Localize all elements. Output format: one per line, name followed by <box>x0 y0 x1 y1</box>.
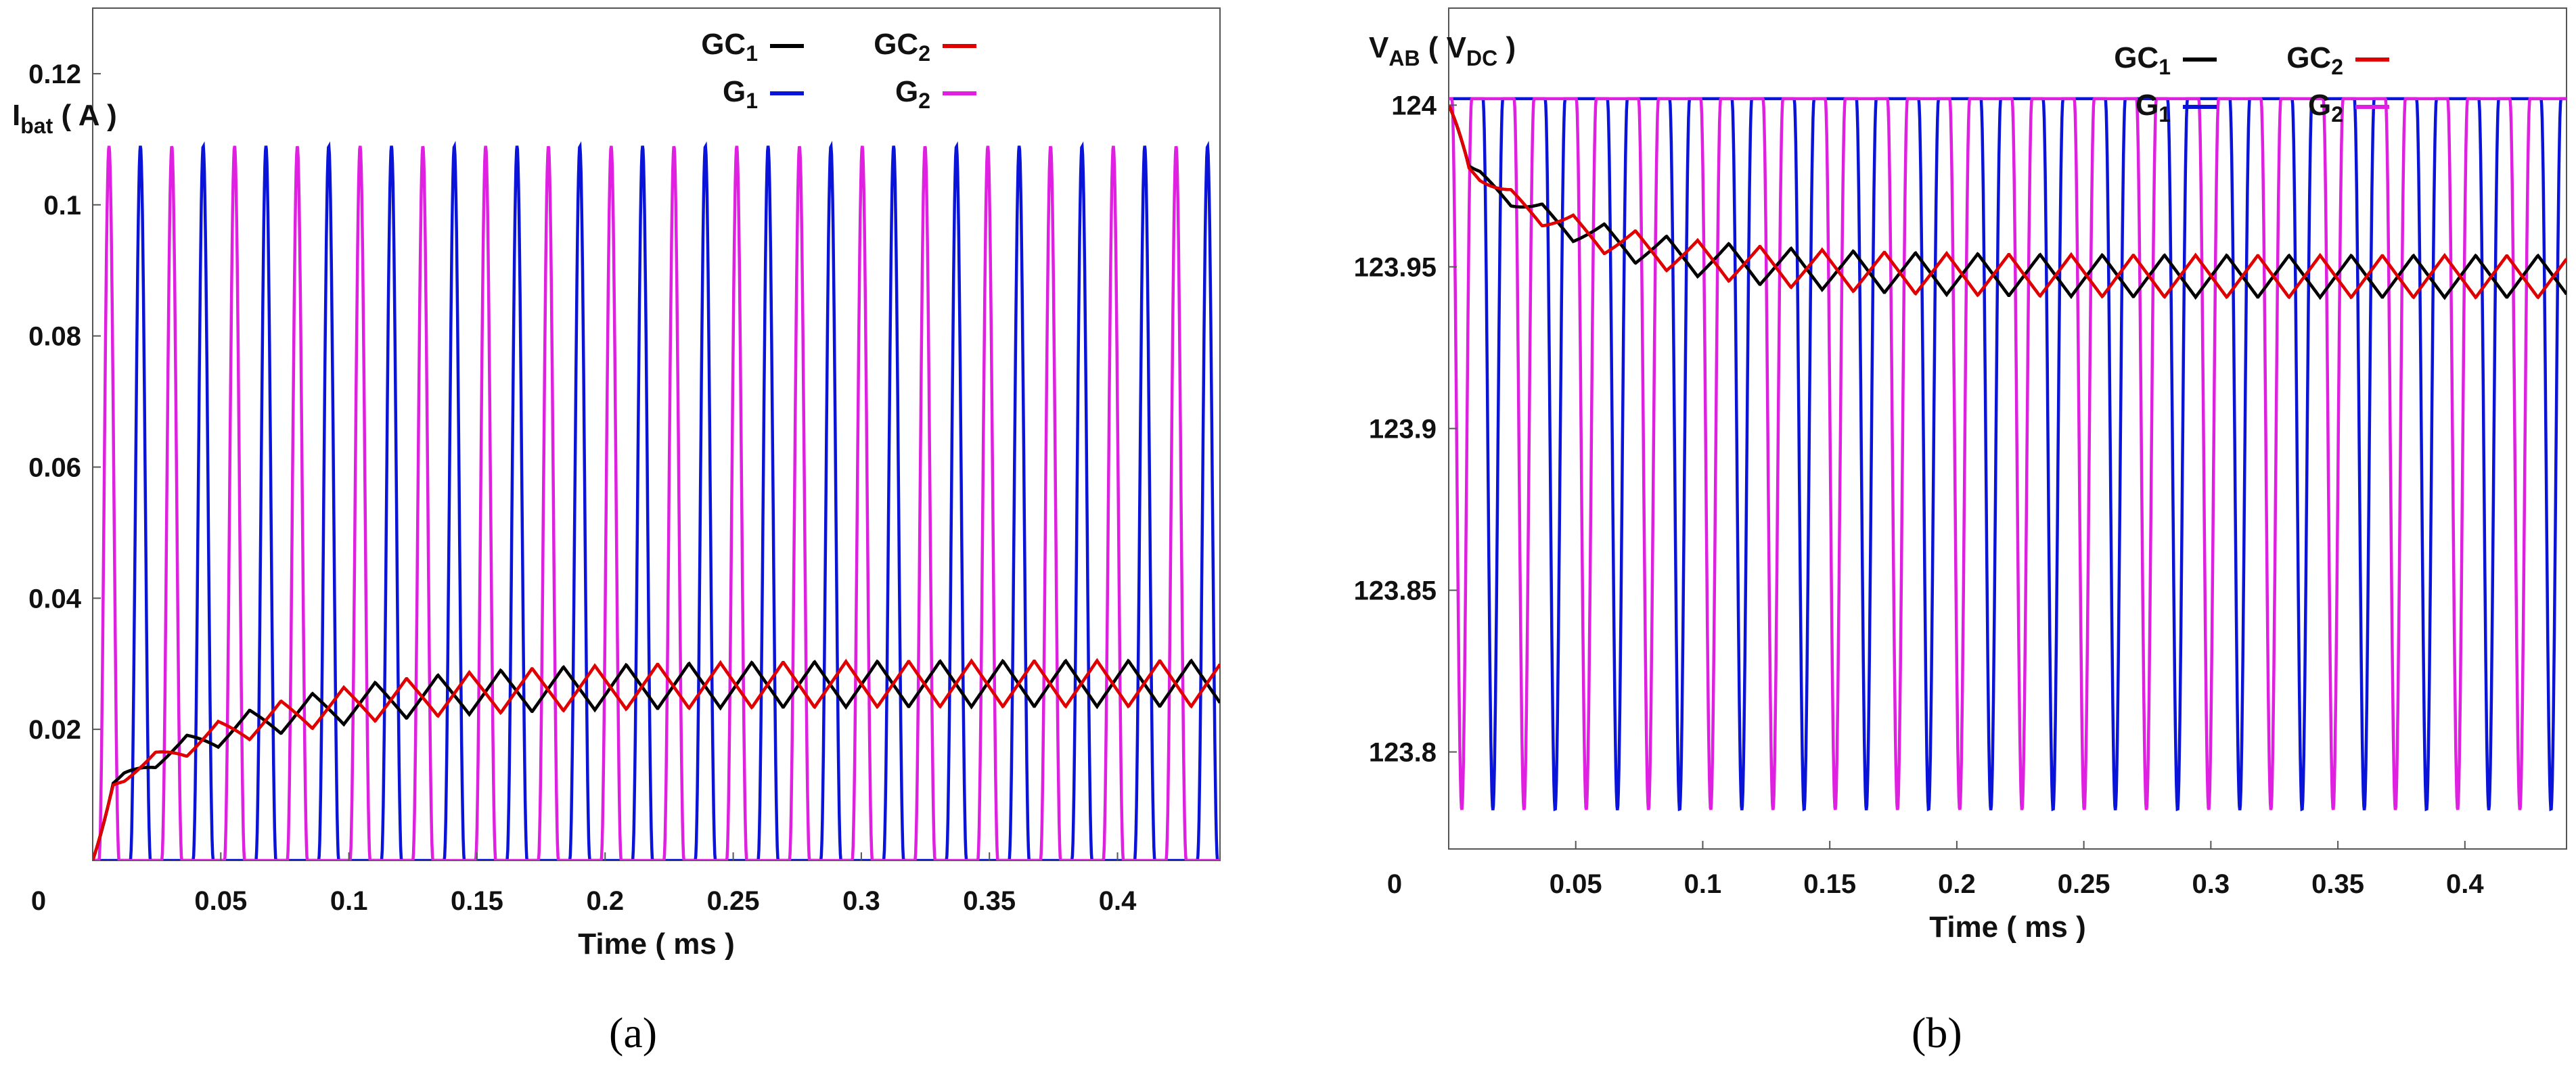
series-line-gc1 <box>93 658 1220 860</box>
x-tick-label: 0.35 <box>2311 869 2364 899</box>
y-tick-label: 123.85 <box>1354 576 1437 606</box>
legend-entry-gc2: GC2 <box>2286 41 2389 79</box>
x-axis-label: Time ( ms ) <box>578 927 734 961</box>
svg-text:GC2: GC2 <box>2286 41 2343 79</box>
x-tick-label: 0.35 <box>963 886 1016 916</box>
y-axis-label: VAB ( VDC ) <box>1369 31 1516 70</box>
series-line-top-gc2 <box>93 658 1220 860</box>
legend-entry-gc1: GC1 <box>2114 41 2217 79</box>
svg-text:G2: G2 <box>2308 89 2343 127</box>
x-tick-label: 0.3 <box>2192 869 2230 899</box>
svg-text:GC1: GC1 <box>701 28 758 66</box>
x-tick-label: 0.25 <box>2058 869 2110 899</box>
y-tick-label: 0.02 <box>28 715 81 745</box>
x-tick-label: 0.05 <box>1550 869 1602 899</box>
series-line-top-gc1 <box>93 658 1220 860</box>
chart-a-svg: 0 0.05 0.1 0.15 0.2 0.25 0.3 0.35 0.4 0.02 0.04 0.0… <box>12 7 1221 961</box>
legend-entry-gc1: GC1 <box>701 28 804 66</box>
series-line-g1 <box>93 141 1220 860</box>
y-tick-label: 0.04 <box>28 584 82 614</box>
x-tick-label: 0.2 <box>586 886 624 916</box>
series-group <box>93 141 1220 860</box>
x-tick-label: 0.15 <box>451 886 503 916</box>
x-axis-label: Time ( ms ) <box>1929 911 2085 944</box>
y-tick-label: 0.1 <box>43 191 81 221</box>
legend-entry-g2: G2 <box>2308 89 2389 127</box>
x-tick-label: 0.25 <box>707 886 760 916</box>
x-tick-label: 0.4 <box>1099 886 1137 916</box>
x-tick-label: 0 <box>31 886 46 916</box>
y-axis-label: Ibat ( A ) <box>12 99 117 138</box>
x-tick-label: 0.4 <box>2446 869 2484 899</box>
y-tick-label: 123.8 <box>1369 738 1437 768</box>
svg-text:GC2: GC2 <box>874 28 930 66</box>
chart-panel-a: 0 0.05 0.1 0.15 0.2 0.25 0.3 0.35 0.4 0.02 0.04 0.0… <box>12 7 1221 1057</box>
y-tick-label: 124 <box>1391 91 1437 120</box>
x-tick-label: 0.3 <box>842 886 880 916</box>
x-tick-label: 0.1 <box>1684 869 1722 899</box>
y-tick-label: 123.9 <box>1369 415 1437 444</box>
x-tick-label: 0.15 <box>1803 869 1856 899</box>
x-tick-label: 0.1 <box>330 886 368 916</box>
chart-b-svg: 0 0.05 0.1 0.15 0.2 0.25 0.3 0.35 0.4 123.8 123.85… <box>1354 7 2567 944</box>
legend-entry-g1: G1 <box>2136 89 2217 127</box>
y-tick-label: 0.06 <box>28 453 81 482</box>
svg-text:G1: G1 <box>723 75 758 113</box>
x-tick-label: 0.05 <box>194 886 247 916</box>
legend-entry-g2: G2 <box>895 75 976 113</box>
svg-text:G1: G1 <box>2136 89 2171 127</box>
legend-entry-gc2: GC2 <box>874 28 976 66</box>
series-line-gc2 <box>93 658 1220 860</box>
series-group <box>1449 97 2567 812</box>
series-line-top-gc1 <box>1449 104 2567 300</box>
chart-panel-b: 0 0.05 0.1 0.15 0.2 0.25 0.3 0.35 0.4 123.8 123.85… <box>1288 0 2576 1081</box>
caption-a: (a) <box>609 1009 658 1057</box>
series-line-top-gc2 <box>1449 104 2567 300</box>
y-tick-label: 123.95 <box>1354 252 1437 282</box>
caption-b: (b) <box>1912 1009 1962 1057</box>
legend-entry-g1: G1 <box>723 75 804 113</box>
y-tick-label: 0.08 <box>28 322 81 352</box>
svg-text:G2: G2 <box>895 75 930 113</box>
series-line-gc2 <box>1449 104 2567 300</box>
x-tick-label: 0 <box>1387 869 1402 899</box>
y-tick-label: 0.12 <box>28 60 81 89</box>
series-line-g2 <box>1449 97 2567 810</box>
x-tick-label: 0.2 <box>1938 869 1976 899</box>
svg-text:GC1: GC1 <box>2114 41 2171 79</box>
series-line-gc1 <box>1449 104 2567 300</box>
